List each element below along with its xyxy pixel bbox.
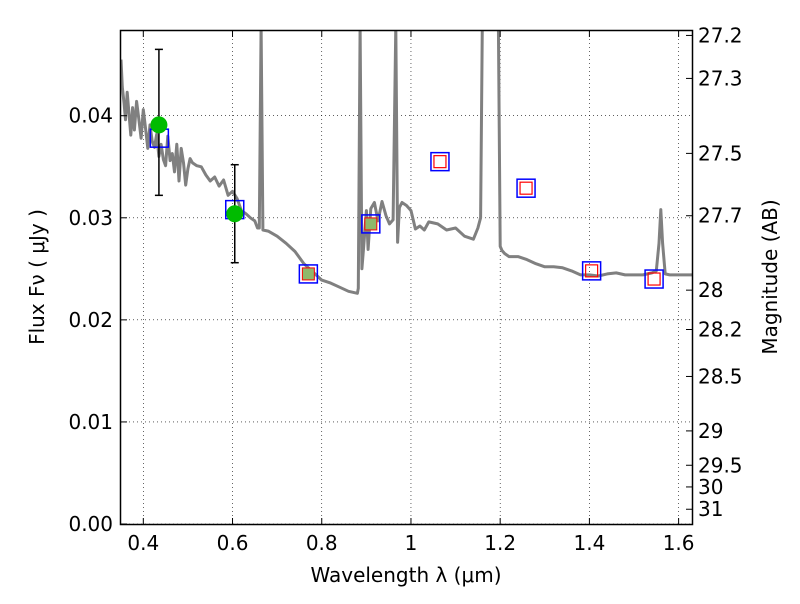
model-photometry-box xyxy=(581,261,602,281)
model-photometry-box xyxy=(298,264,319,284)
upper-limit-box xyxy=(433,155,447,169)
data-layer xyxy=(121,31,692,295)
y2-tick-label: 27.3 xyxy=(698,66,743,90)
plot-background xyxy=(120,30,693,525)
y-tick-label: 0.00 xyxy=(68,512,113,536)
plot-frame xyxy=(119,29,694,526)
y-axis-title: Flux Fν ( μJy ) xyxy=(25,209,49,345)
model-photometry-box xyxy=(516,178,536,198)
filled-inner-box xyxy=(301,267,315,281)
spectrum-line xyxy=(121,31,692,295)
x-tick-label: 0.8 xyxy=(306,531,338,555)
observed-point xyxy=(150,116,168,134)
upper-limit-box xyxy=(647,272,661,286)
y2-tick-label: 27.5 xyxy=(698,141,743,165)
y2-tick-label: 31 xyxy=(698,497,723,521)
y2-tick-label: 27.7 xyxy=(698,204,743,228)
x-axis-title: Wavelength λ (μm) xyxy=(310,563,501,587)
y2-tick-label: 28 xyxy=(698,278,723,302)
y2-tick-label: 27.2 xyxy=(698,23,743,47)
y-tick-label: 0.01 xyxy=(68,410,113,434)
x-tick-label: 1 xyxy=(405,531,418,555)
y-tick-label: 0.04 xyxy=(68,104,113,128)
x-tick-label: 0.4 xyxy=(127,531,159,555)
y2-tick-label: 30 xyxy=(698,475,723,499)
axes: 0.4 0.6 0.8 1 1.2 1.4 1.6 0.00 0.01 0.02 0.03 0.04 2… xyxy=(68,23,742,555)
x-tick-label: 1.6 xyxy=(663,531,695,555)
model-photometry-box xyxy=(430,151,450,172)
x-tick-label: 0.6 xyxy=(217,531,249,555)
y2-tick-label: 28.2 xyxy=(698,317,743,341)
y2-axis-title: Magnitude (AB) xyxy=(758,199,782,354)
x-tick-label: 1.2 xyxy=(484,531,516,555)
model-photometry-box xyxy=(644,269,664,289)
y-tick-label: 0.02 xyxy=(68,308,113,332)
y2-tick-label: 29.5 xyxy=(698,453,743,477)
filled-inner-box xyxy=(364,217,378,231)
model-photometry-box xyxy=(361,214,381,234)
upper-limit-box xyxy=(585,264,599,278)
observed-point xyxy=(226,205,244,223)
x-tick-label: 1.4 xyxy=(573,531,605,555)
y2-tick-label: 28.5 xyxy=(698,364,743,388)
y-tick-label: 0.03 xyxy=(68,206,113,230)
y2-tick-label: 29 xyxy=(698,419,723,443)
upper-limit-box xyxy=(519,181,533,195)
